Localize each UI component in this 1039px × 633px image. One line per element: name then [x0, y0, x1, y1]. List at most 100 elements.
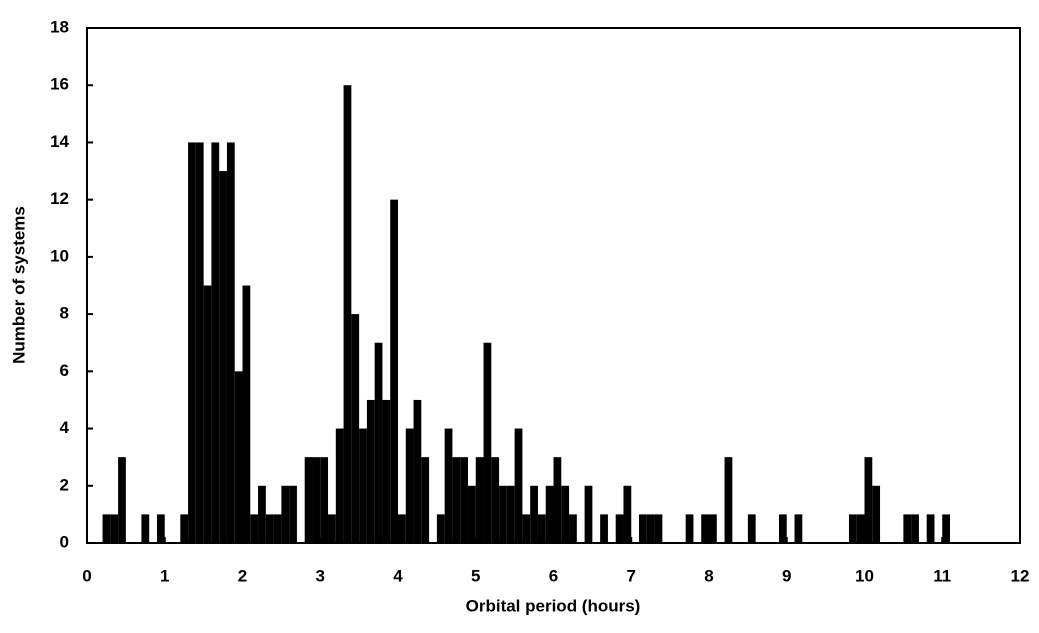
bar	[436, 514, 445, 543]
bar	[872, 485, 881, 543]
bar	[639, 514, 647, 543]
bar	[203, 285, 212, 543]
bar	[351, 314, 360, 543]
bar	[343, 85, 352, 543]
bar	[289, 485, 297, 543]
bar	[475, 457, 484, 543]
bar	[654, 514, 663, 543]
bar	[553, 457, 562, 543]
bar	[281, 485, 290, 543]
x-tick-label: 10	[855, 566, 874, 585]
x-tick-label: 7	[627, 566, 636, 585]
bar	[709, 514, 717, 543]
bar	[156, 514, 165, 543]
bar	[413, 399, 422, 543]
bar	[522, 514, 531, 543]
bar	[646, 514, 655, 543]
bar	[584, 485, 593, 543]
bar	[250, 514, 259, 543]
bar	[110, 514, 119, 543]
x-tick-label: 1	[160, 566, 169, 585]
bar	[926, 514, 935, 543]
bar	[911, 514, 919, 543]
bar	[615, 514, 624, 543]
y-tick-label: 18	[50, 17, 69, 36]
bar	[942, 514, 951, 543]
bar	[382, 399, 391, 543]
x-tick-label: 5	[471, 566, 480, 585]
y-tick-label: 4	[60, 418, 70, 437]
bar	[483, 342, 492, 543]
y-axis-title: Number of systems	[9, 206, 28, 364]
bar	[499, 485, 507, 543]
y-tick-label: 8	[60, 304, 69, 323]
x-tick-label: 12	[1011, 566, 1030, 585]
bar	[234, 371, 243, 543]
bar	[118, 457, 126, 543]
bar	[366, 399, 375, 543]
x-tick-label: 3	[316, 566, 325, 585]
bar	[335, 428, 344, 543]
bar	[561, 485, 570, 543]
bar	[102, 514, 111, 543]
bar	[506, 485, 515, 543]
x-tick-label: 2	[238, 566, 247, 585]
bar	[265, 514, 274, 543]
bar	[903, 514, 912, 543]
bar	[405, 428, 414, 543]
y-tick-label: 12	[50, 189, 69, 208]
bar	[864, 457, 873, 543]
y-tick-label: 14	[50, 132, 69, 151]
bar	[444, 428, 453, 543]
bar	[545, 485, 554, 543]
bar	[848, 514, 857, 543]
bar	[211, 142, 220, 543]
bar	[180, 514, 189, 543]
bar	[460, 457, 468, 543]
bar	[794, 514, 803, 543]
y-tick-label: 10	[50, 246, 69, 265]
bar	[195, 142, 204, 543]
bar	[530, 485, 538, 543]
x-tick-label: 8	[704, 566, 713, 585]
bar	[328, 514, 336, 543]
bar	[398, 514, 406, 543]
bar	[701, 514, 709, 543]
bar	[258, 485, 266, 543]
x-tick-label: 4	[393, 566, 403, 585]
bar	[273, 514, 282, 543]
y-tick-label: 16	[50, 75, 69, 94]
bar	[141, 514, 150, 543]
y-tick-label: 6	[60, 361, 69, 380]
bar	[452, 457, 461, 543]
bar	[600, 514, 608, 543]
bar	[491, 457, 500, 543]
bar	[374, 342, 383, 543]
bar	[467, 485, 476, 543]
bar	[747, 514, 756, 543]
bar	[778, 514, 787, 543]
y-tick-label: 2	[60, 475, 69, 494]
bar	[188, 142, 196, 543]
bar	[312, 457, 321, 543]
x-axis-title: Orbital period (hours)	[466, 596, 641, 615]
bar	[304, 457, 313, 543]
x-tick-label: 9	[782, 566, 791, 585]
bar	[226, 142, 235, 543]
bar	[320, 457, 329, 543]
bar	[390, 199, 398, 543]
bar	[421, 457, 430, 543]
x-tick-label: 0	[82, 566, 91, 585]
bar	[219, 171, 227, 544]
bar	[514, 428, 523, 543]
bar	[242, 285, 251, 543]
x-tick-label: 11	[933, 566, 951, 585]
bar	[569, 514, 577, 543]
bar	[623, 485, 632, 543]
bar	[856, 514, 865, 543]
bar	[537, 514, 546, 543]
bar	[685, 514, 694, 543]
x-tick-label: 6	[549, 566, 558, 585]
bar	[359, 428, 367, 543]
